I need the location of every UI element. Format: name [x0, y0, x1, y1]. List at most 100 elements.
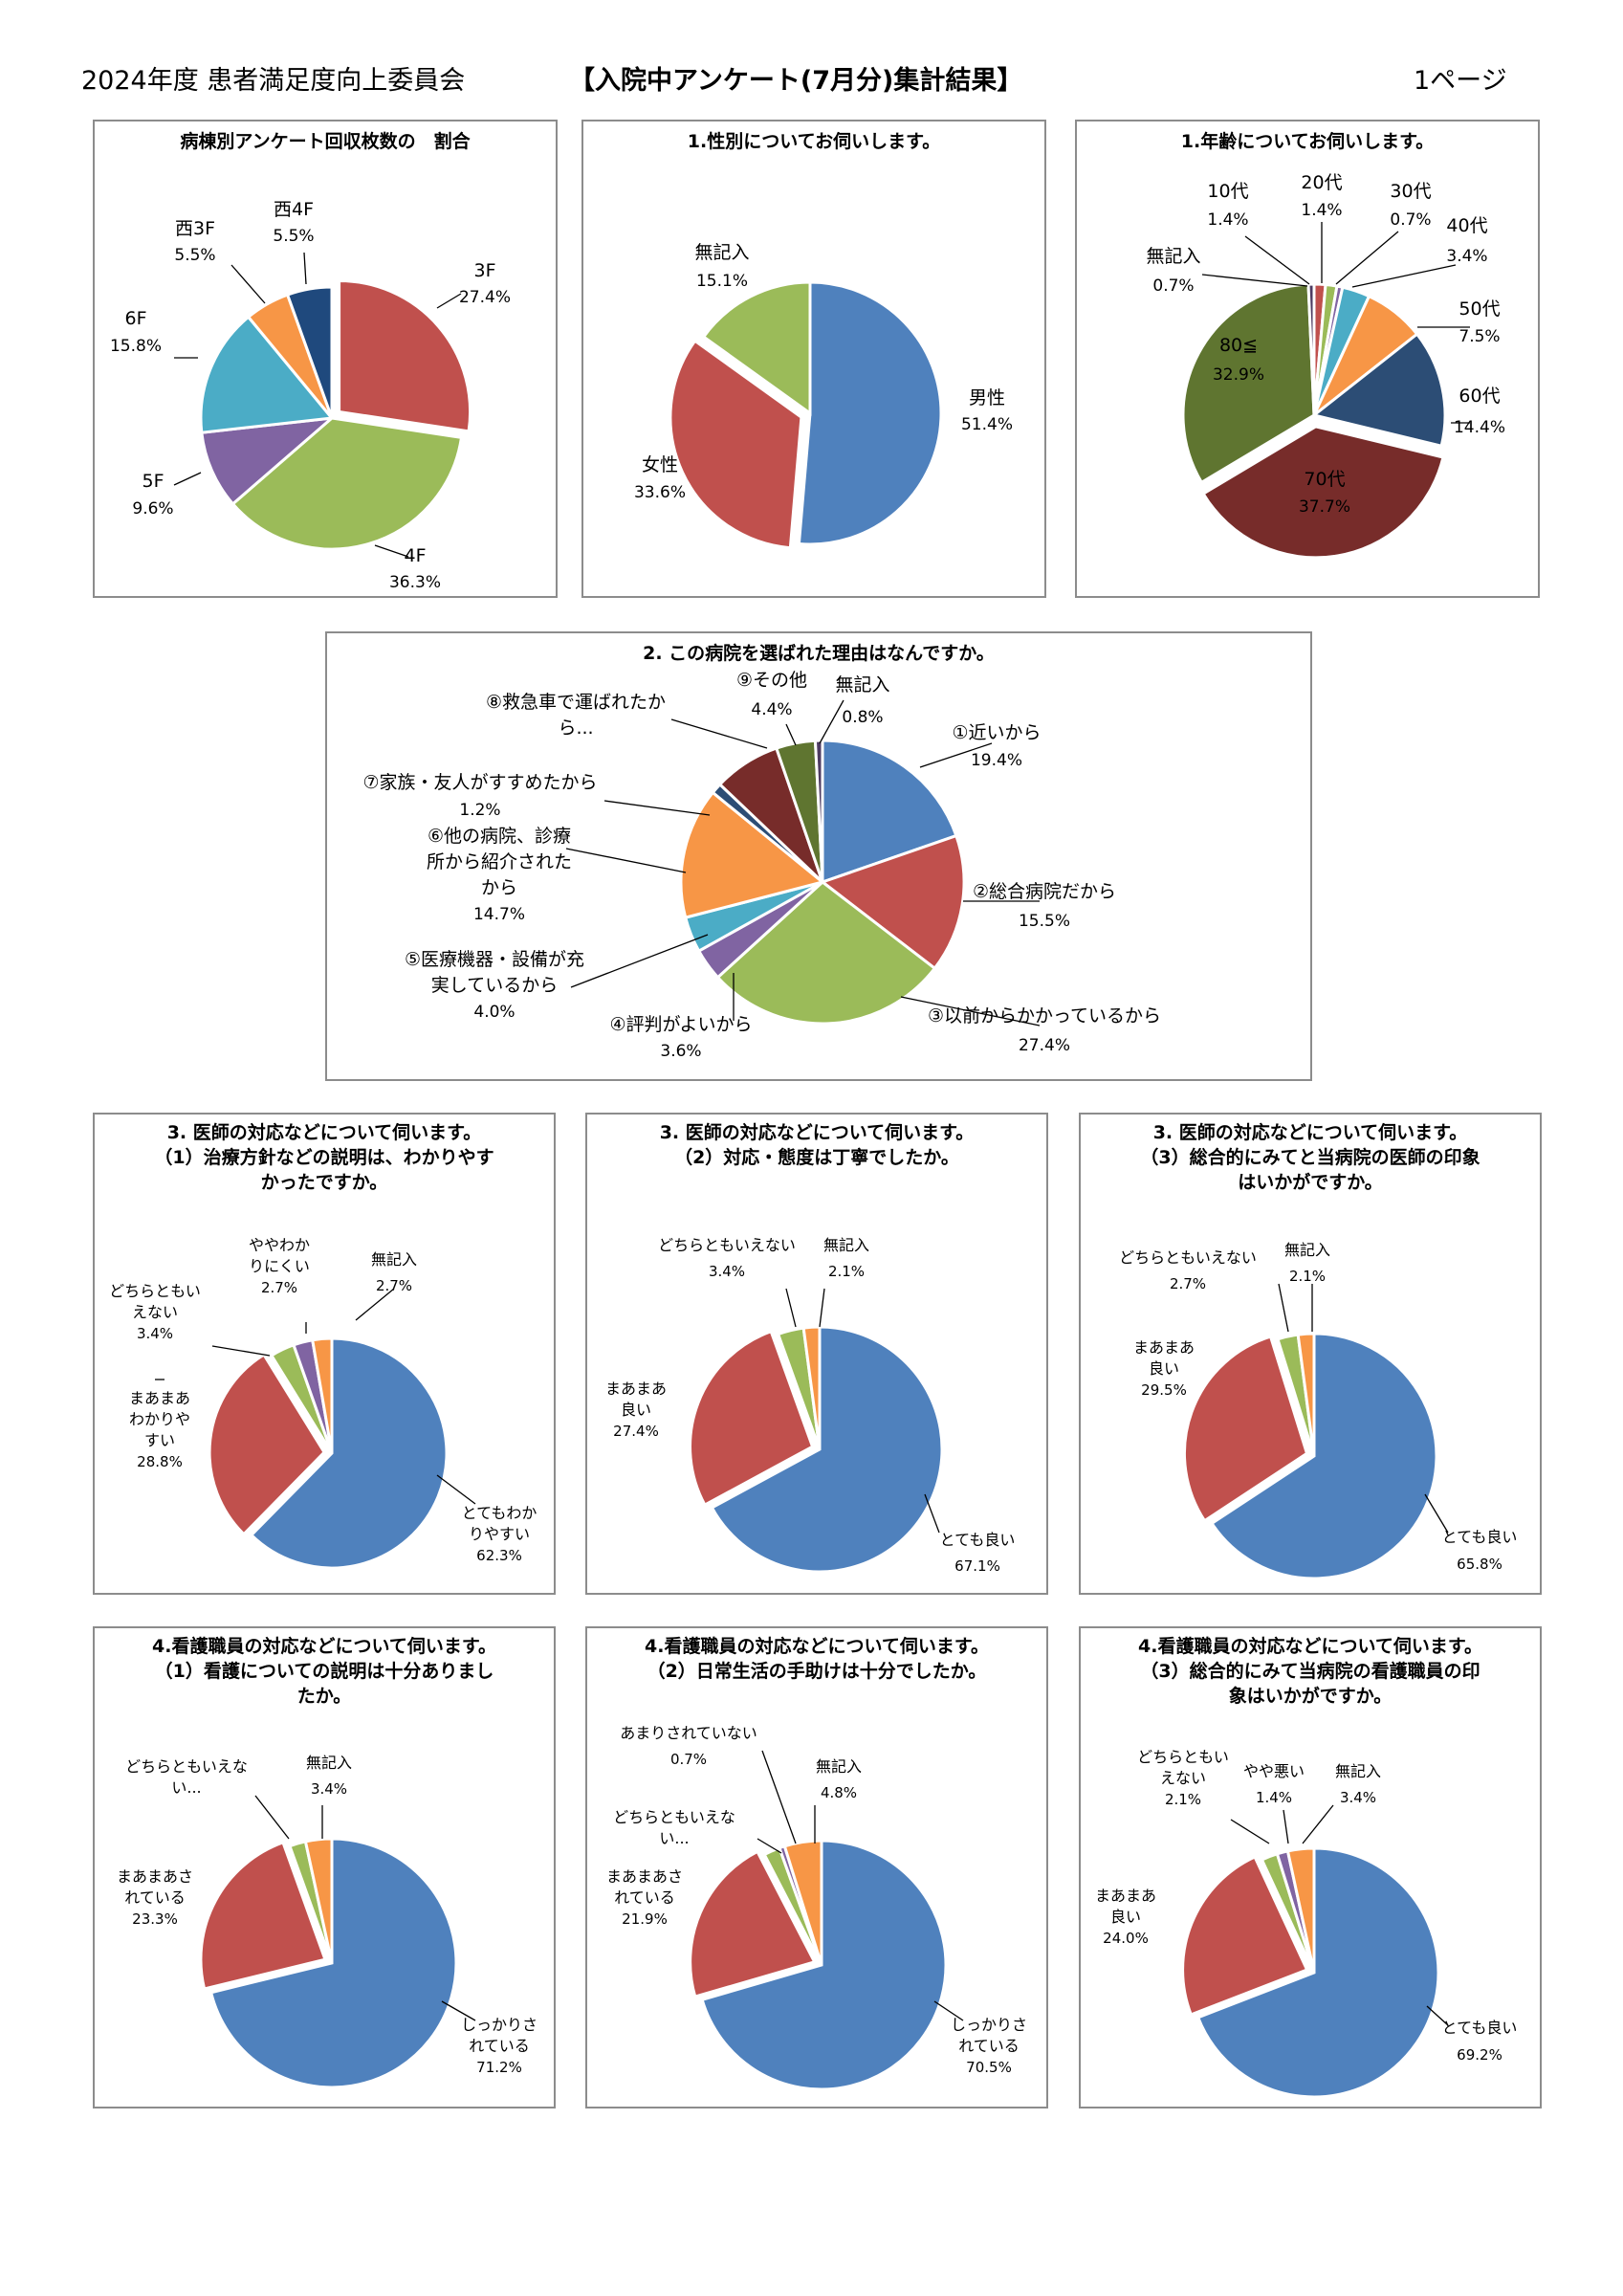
slice-percent: 15.1% — [696, 272, 748, 291]
chart-title: 4.看護職員の対応などについて伺います。 （1）看護についての説明は十分ありまし… — [152, 1636, 496, 1707]
chart-title: 1.年齢についてお伺いします。 — [1180, 131, 1435, 152]
pie-slice — [1275, 1849, 1316, 1974]
slice-percent: 37.7% — [1299, 497, 1350, 517]
leader-line — [374, 544, 409, 558]
pie-slice — [813, 739, 824, 883]
slice-percent: 1.4% — [1207, 210, 1248, 230]
leader-line — [211, 1345, 271, 1357]
leader-line — [819, 1288, 825, 1328]
pie-slice — [285, 285, 334, 419]
chart-panel-nurse1: 4.看護職員の対応などについて伺います。 （1）看護についての説明は十分ありまし… — [93, 1626, 556, 2108]
slice-percent: 4.8% — [821, 1784, 857, 1801]
pie-slice — [700, 1839, 948, 2091]
pie-slice — [1306, 282, 1316, 416]
slice-percent: 3.4% — [137, 1325, 173, 1342]
slice-percent: 1.2% — [459, 801, 500, 820]
chart-panel-doc1: 3. 医師の対応などについて伺います。 （1）治療方針などの説明は、わかりやすか… — [93, 1113, 556, 1595]
slice-percent: 2.1% — [1165, 1791, 1201, 1808]
slice-label: 無記入 — [816, 1757, 862, 1776]
pie-slice — [1285, 1846, 1316, 1974]
chart-title: 4.看護職員の対応などについて伺います。 （2）日常生活の手助けは十分でしたか。 — [645, 1636, 989, 1682]
slice-percent: 51.4% — [961, 415, 1013, 434]
leader-line — [565, 848, 687, 873]
pie-slice — [1276, 1333, 1316, 1457]
slice-percent: 0.7% — [670, 1751, 707, 1768]
pie-slice — [310, 1336, 334, 1454]
pie-slice — [819, 833, 966, 971]
slice-percent: 4.0% — [473, 1003, 515, 1022]
chart-panel-reason: 2. この病院を選ばれた理由はなんですか。 ①近いから 19.4% ②総合病院だから 1… — [325, 631, 1312, 1081]
slice-label: 女性 — [642, 454, 678, 475]
chart-panel-nurse3: 4.看護職員の対応などについて伺います。 （3）総合的にみて当病院の看護職員の印… — [1079, 1626, 1542, 2108]
chart-title: 病棟別アンケート回収枚数の 割合 — [180, 131, 471, 152]
slice-label: 5F — [142, 471, 164, 492]
pie-slice — [774, 739, 824, 883]
slice-label: 20代 — [1301, 172, 1342, 193]
slice-label: 無記入 — [694, 242, 749, 263]
slice-percent: 36.3% — [389, 573, 441, 592]
pie-slice — [801, 1325, 822, 1450]
pie-doc2: とても良い 67.1% まあまあ良い 27.4% どちらともいえない 3.4% 無記入 2.1… — [605, 1236, 1016, 1575]
slice-percent: 2.7% — [376, 1277, 412, 1294]
pie-slice — [797, 280, 943, 546]
pie-slice — [288, 1840, 334, 1964]
slice-label: 無記入 — [1335, 1762, 1381, 1780]
slice-percent: 33.6% — [634, 483, 686, 502]
slice-label: 男性 — [969, 387, 1005, 408]
slice-label: 無記入 — [1284, 1241, 1330, 1259]
slice-percent: 9.6% — [132, 499, 173, 519]
pie-slice — [199, 1840, 327, 1991]
slice-label: どちらともいえない — [109, 1282, 201, 1321]
chart-title: 3. 医師の対応などについて伺います。 （2）対応・態度は丁寧でしたか。 — [659, 1122, 975, 1168]
chart-panel-doc2: 3. 医師の対応などについて伺います。 （2）対応・態度は丁寧でしたか。とても良… — [585, 1113, 1048, 1595]
pie-slice — [1195, 1846, 1440, 2099]
pie-slice — [303, 1837, 334, 1964]
slice-percent: 2.1% — [1289, 1268, 1326, 1285]
slice-label: あまりされていない — [620, 1724, 757, 1742]
slice-label: ③以前からかかっているから — [928, 1005, 1161, 1027]
slice-percent: 28.8% — [137, 1453, 183, 1470]
slice-label: ⑨その他 — [736, 670, 807, 691]
pie-slice — [1182, 1335, 1309, 1523]
pie-slice — [1312, 285, 1371, 416]
header-page-number: 1ページ — [1414, 66, 1507, 96]
chart-panel-gender: 1.性別についてお伺いします。 男性 51.4% 女性 33.6% 無記入 15.1% — [581, 120, 1046, 598]
pie-slice — [778, 1843, 823, 1966]
slice-label: 4F — [404, 545, 426, 566]
leader-line — [1426, 2005, 1449, 2026]
slice-percent: 14.4% — [1454, 418, 1505, 437]
pie-slice — [711, 782, 824, 884]
slice-label: しっかりされている — [461, 2016, 537, 2055]
slice-percent: 21.9% — [622, 1910, 668, 1928]
leader-line — [1302, 1804, 1334, 1844]
slice-label: 無記入 — [306, 1754, 352, 1772]
slice-percent: 32.9% — [1213, 365, 1264, 385]
pie-nurse2: しっかりされている 70.5% まあまあされている 21.9% どちらともいえない...… — [606, 1724, 1027, 2091]
slice-label: とても良い — [940, 1531, 1016, 1549]
leader-line — [173, 472, 202, 486]
leader-line — [1201, 274, 1308, 287]
pie-slice — [208, 1352, 326, 1536]
pie-slice — [689, 1849, 817, 1998]
pie-slice — [338, 278, 472, 433]
slice-percent: 5.5% — [174, 246, 215, 265]
chart-panel-age: 1.年齢についてお伺いします。 10代 1.4% 20代 1.4% 30代 0.7% 40代 3… — [1075, 120, 1540, 598]
slice-percent: 62.3% — [476, 1547, 522, 1564]
slice-percent: 0.8% — [842, 708, 883, 727]
pie-slice — [269, 1342, 334, 1454]
leader-line — [436, 293, 462, 309]
slice-label: ⑦家族・友人がすすめたから — [362, 772, 597, 793]
pie-slice — [249, 1336, 449, 1570]
slice-percent: 5.5% — [273, 227, 314, 246]
pie-slice — [782, 1839, 823, 1966]
pie-slice — [717, 746, 824, 884]
slice-percent: 67.1% — [954, 1557, 1000, 1575]
leader-line — [900, 996, 1041, 1027]
slice-percent: 23.3% — [132, 1910, 178, 1928]
slice-percent: 0.7% — [1152, 276, 1194, 296]
pie-slice — [762, 1845, 823, 1966]
leader-line — [1278, 1283, 1289, 1333]
pie-slice — [669, 339, 803, 550]
slice-percent: 15.8% — [110, 337, 162, 356]
slice-label: 無記入 — [835, 674, 889, 695]
